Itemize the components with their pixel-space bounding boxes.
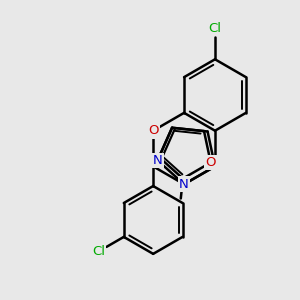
Text: Cl: Cl	[208, 22, 221, 35]
Text: O: O	[148, 124, 158, 137]
Text: Cl: Cl	[92, 245, 105, 258]
Text: N: N	[179, 178, 189, 191]
Text: N: N	[153, 154, 162, 167]
Text: O: O	[206, 156, 216, 169]
